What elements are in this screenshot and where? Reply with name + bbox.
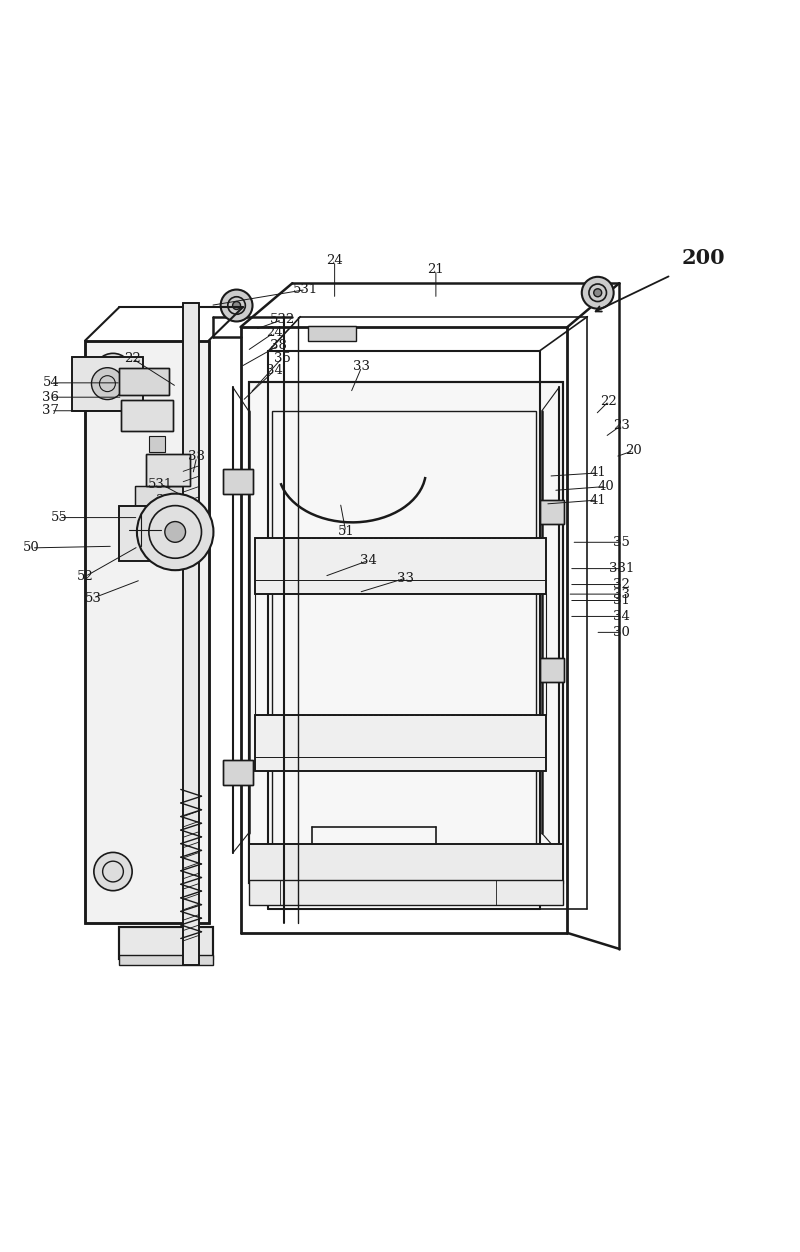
Text: 53: 53: [85, 592, 102, 605]
Circle shape: [594, 289, 602, 297]
Text: 20: 20: [626, 444, 642, 457]
Text: 55: 55: [50, 511, 67, 525]
Text: 40: 40: [598, 480, 614, 493]
Bar: [119, 955, 214, 965]
Bar: [121, 401, 173, 431]
Bar: [540, 657, 564, 682]
Bar: [119, 928, 214, 959]
Bar: [249, 844, 563, 883]
Text: 31: 31: [613, 593, 630, 607]
Text: 33: 33: [354, 361, 370, 373]
Bar: [71, 357, 143, 411]
Bar: [249, 382, 563, 883]
Bar: [119, 368, 169, 394]
Bar: [85, 341, 209, 923]
Circle shape: [582, 277, 614, 309]
Text: 532: 532: [270, 313, 294, 327]
Text: 22: 22: [125, 352, 142, 366]
Bar: [255, 538, 546, 595]
Text: 51: 51: [338, 526, 354, 538]
Bar: [249, 879, 563, 905]
Text: 21: 21: [427, 263, 444, 277]
Text: 531: 531: [148, 477, 174, 491]
Bar: [135, 487, 185, 506]
Bar: [146, 453, 190, 486]
Circle shape: [91, 368, 123, 399]
Bar: [308, 327, 356, 341]
Text: 41: 41: [590, 467, 606, 480]
Bar: [135, 487, 185, 506]
Bar: [149, 436, 165, 452]
Bar: [223, 760, 254, 785]
Bar: [223, 470, 254, 495]
Bar: [85, 341, 209, 923]
Bar: [540, 500, 564, 523]
Circle shape: [94, 853, 132, 890]
Bar: [119, 928, 214, 959]
Bar: [71, 357, 143, 411]
Bar: [540, 500, 564, 523]
Bar: [121, 401, 173, 431]
Text: 22: 22: [601, 394, 618, 408]
Text: 35: 35: [149, 511, 166, 525]
Text: 200: 200: [681, 248, 725, 268]
Text: 38: 38: [270, 339, 287, 352]
Bar: [223, 760, 254, 785]
Bar: [223, 470, 254, 495]
Bar: [119, 368, 169, 394]
Text: 531: 531: [294, 283, 318, 295]
Text: 34: 34: [360, 555, 377, 567]
Text: 24: 24: [266, 326, 282, 339]
Circle shape: [221, 289, 253, 322]
Text: 33: 33: [613, 587, 630, 601]
Bar: [249, 382, 563, 883]
Circle shape: [94, 353, 132, 392]
Text: 32: 32: [613, 578, 630, 591]
Bar: [119, 506, 185, 561]
Circle shape: [233, 302, 241, 309]
Bar: [183, 303, 199, 965]
Text: 36: 36: [156, 495, 174, 507]
Bar: [183, 303, 199, 965]
Circle shape: [165, 522, 186, 542]
Text: 34: 34: [613, 610, 630, 623]
Bar: [255, 715, 546, 771]
Text: 34: 34: [266, 364, 282, 377]
Circle shape: [137, 493, 214, 570]
Text: 33: 33: [397, 572, 414, 585]
Bar: [249, 844, 563, 883]
Text: 24: 24: [326, 254, 343, 268]
Text: 38: 38: [188, 451, 205, 463]
Text: 54: 54: [42, 377, 59, 389]
Text: 23: 23: [613, 418, 630, 432]
Bar: [119, 506, 185, 561]
Text: 30: 30: [613, 626, 630, 639]
Text: 52: 52: [77, 570, 94, 583]
Bar: [255, 715, 546, 771]
Text: 37: 37: [42, 404, 59, 417]
Bar: [540, 657, 564, 682]
Text: 35: 35: [274, 352, 290, 364]
Text: 36: 36: [42, 391, 59, 403]
Bar: [146, 453, 190, 486]
Text: 35: 35: [613, 536, 630, 548]
Bar: [255, 538, 546, 595]
Text: 50: 50: [23, 541, 40, 555]
Bar: [273, 411, 535, 853]
Text: 331: 331: [609, 562, 634, 575]
Text: 41: 41: [590, 493, 606, 507]
